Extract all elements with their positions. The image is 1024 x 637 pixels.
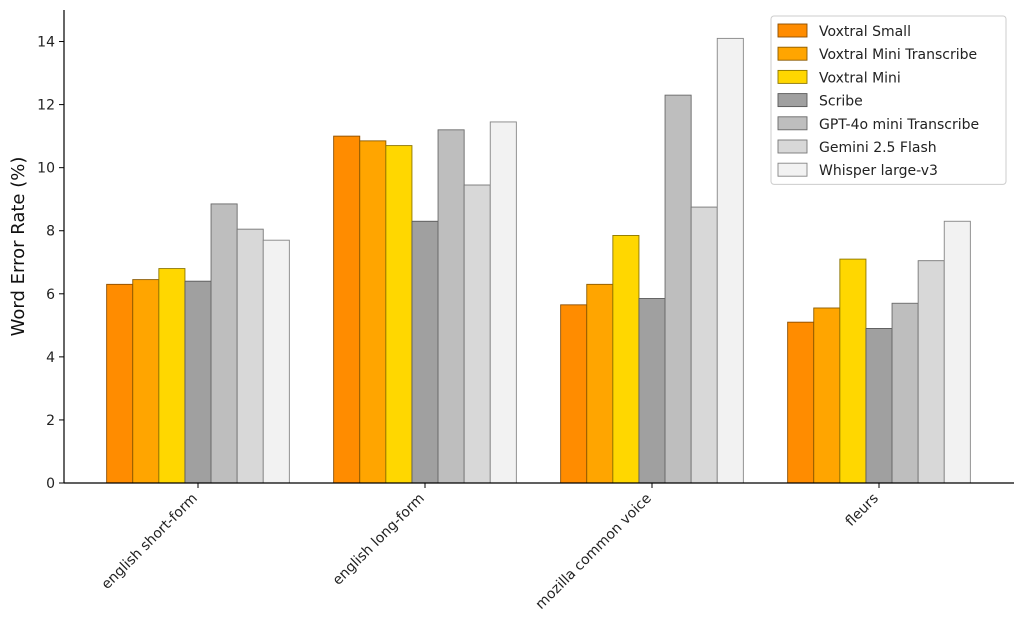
legend-label: Voxtral Small xyxy=(819,24,911,40)
axes-group xyxy=(63,10,1014,484)
bar-2-4 xyxy=(664,94,692,484)
bar-0-3 xyxy=(184,280,212,484)
legend-label: Whisper large-v3 xyxy=(819,163,938,179)
x-tick-label: mozilla common voice xyxy=(533,491,655,613)
legend-label: Scribe xyxy=(819,94,863,110)
bar-2-2 xyxy=(612,235,640,484)
y-tick-label: 2 xyxy=(46,413,55,429)
legend-swatch xyxy=(777,139,808,154)
legend-label: GPT-4o mini Transcribe xyxy=(819,117,979,133)
y-tick-label: 4 xyxy=(46,350,55,366)
bar-2-3 xyxy=(638,298,666,484)
legend-frame xyxy=(770,15,1007,185)
legend-label: Gemini 2.5 Flash xyxy=(819,140,937,156)
legend: Voxtral Small Voxtral Mini Transcribe Voxt… xyxy=(770,15,1007,185)
y-tick-label: 14 xyxy=(37,35,55,51)
bar-1-5 xyxy=(463,184,491,484)
y-tick-label: 6 xyxy=(46,287,55,303)
legend-swatch xyxy=(777,93,808,108)
bar-3-4 xyxy=(891,302,919,484)
x-tick-label: english long-form xyxy=(330,491,428,589)
bar-1-2 xyxy=(385,145,413,484)
bar-1-6 xyxy=(489,121,517,484)
bar-0-0 xyxy=(106,283,134,484)
legend-swatch xyxy=(777,162,808,177)
legend-label: Voxtral Mini Transcribe xyxy=(819,47,977,63)
bar-0-2 xyxy=(158,268,186,484)
legend-swatch xyxy=(777,46,808,61)
bar-3-3 xyxy=(865,328,893,484)
legend-swatch xyxy=(777,69,808,84)
bar-2-1 xyxy=(586,283,614,484)
bar-1-4 xyxy=(437,129,465,484)
bar-3-2 xyxy=(839,258,867,484)
bar-3-0 xyxy=(787,321,815,484)
bar-2-6 xyxy=(716,37,744,484)
bar-0-4 xyxy=(210,203,238,484)
bar-3-5 xyxy=(917,260,945,484)
bar-0-1 xyxy=(132,279,160,484)
y-tick-label: 0 xyxy=(46,476,55,492)
bar-0-5 xyxy=(236,228,264,484)
bar-3-6 xyxy=(943,220,971,484)
bar-3-1 xyxy=(813,307,841,484)
y-tick-label: 12 xyxy=(37,98,55,114)
y-axis-title: Word Error Rate (%) xyxy=(8,157,29,337)
bar-2-0 xyxy=(560,304,588,484)
y-tick-label: 10 xyxy=(37,161,55,177)
y-tick-label: 8 xyxy=(46,224,55,240)
legend-swatch xyxy=(777,23,808,38)
legend-swatch xyxy=(777,116,808,131)
x-tick-label: fleurs xyxy=(843,491,882,530)
bar-1-1 xyxy=(359,140,387,484)
bar-1-3 xyxy=(411,220,439,484)
legend-label: Voxtral Mini xyxy=(819,70,901,86)
x-tick-label: english short-form xyxy=(99,491,201,593)
bar-2-5 xyxy=(690,206,718,484)
bar-0-6 xyxy=(262,239,290,484)
bar-1-0 xyxy=(333,135,361,484)
bars-group xyxy=(106,37,971,484)
